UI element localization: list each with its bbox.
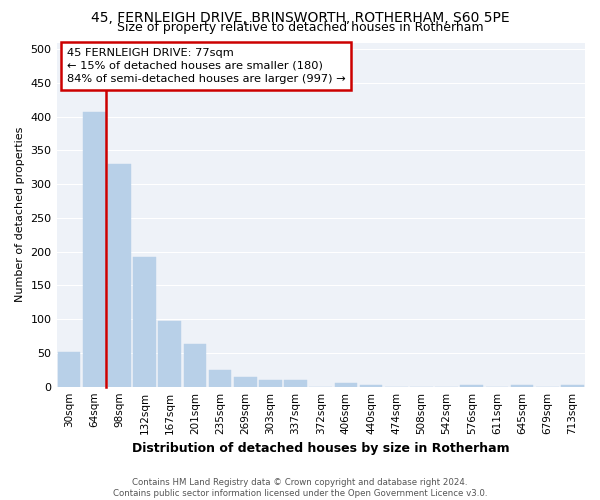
Bar <box>209 370 232 386</box>
Bar <box>259 380 282 386</box>
Bar <box>335 384 357 386</box>
Bar <box>284 380 307 386</box>
Bar <box>58 352 80 386</box>
Bar <box>561 384 584 386</box>
Bar <box>234 377 257 386</box>
Text: Size of property relative to detached houses in Rotherham: Size of property relative to detached ho… <box>116 21 484 34</box>
Bar <box>158 321 181 386</box>
Text: 45 FERNLEIGH DRIVE: 77sqm
← 15% of detached houses are smaller (180)
84% of semi: 45 FERNLEIGH DRIVE: 77sqm ← 15% of detac… <box>67 48 346 84</box>
Y-axis label: Number of detached properties: Number of detached properties <box>15 127 25 302</box>
Text: Contains HM Land Registry data © Crown copyright and database right 2024.
Contai: Contains HM Land Registry data © Crown c… <box>113 478 487 498</box>
Bar <box>108 164 131 386</box>
Bar <box>83 112 106 386</box>
X-axis label: Distribution of detached houses by size in Rotherham: Distribution of detached houses by size … <box>132 442 509 455</box>
Bar <box>184 344 206 387</box>
Text: 45, FERNLEIGH DRIVE, BRINSWORTH, ROTHERHAM, S60 5PE: 45, FERNLEIGH DRIVE, BRINSWORTH, ROTHERH… <box>91 11 509 25</box>
Bar <box>460 384 483 386</box>
Bar <box>133 257 156 386</box>
